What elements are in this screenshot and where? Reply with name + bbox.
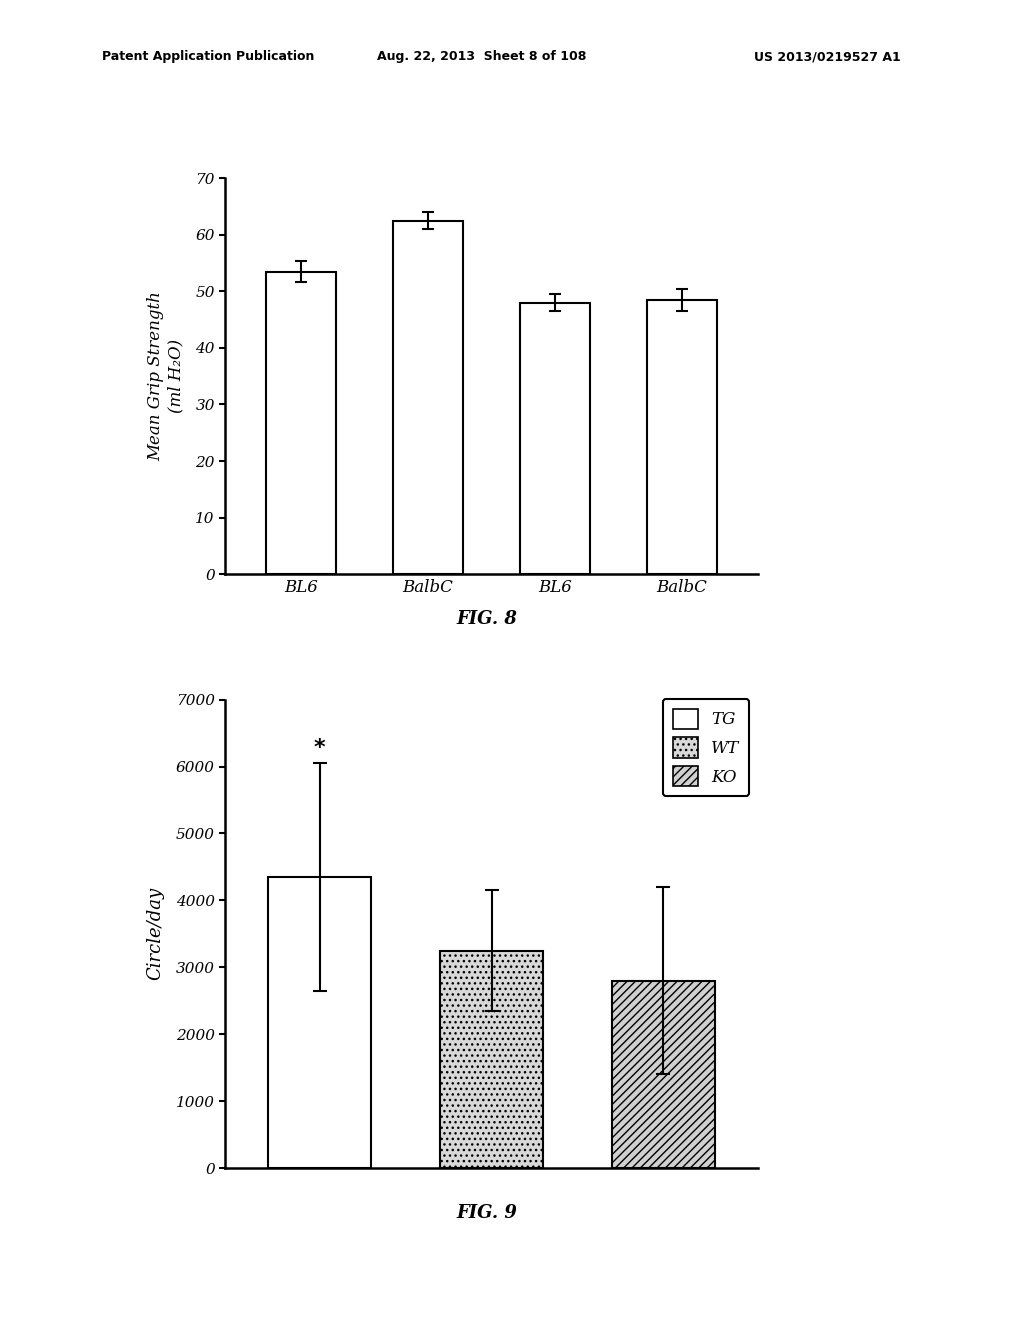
Text: FIG. 8: FIG. 8 xyxy=(456,610,517,628)
Bar xyxy=(611,981,715,1168)
Bar xyxy=(647,300,717,574)
Y-axis label: Circle/day: Circle/day xyxy=(146,887,165,981)
Legend: TG, WT, KO: TG, WT, KO xyxy=(663,698,750,796)
Y-axis label: Mean Grip Strength
(ml H₂O): Mean Grip Strength (ml H₂O) xyxy=(147,292,184,461)
Text: Patent Application Publication: Patent Application Publication xyxy=(102,50,314,63)
Text: *: * xyxy=(314,738,326,758)
Text: FIG. 9: FIG. 9 xyxy=(456,1204,517,1222)
Bar xyxy=(440,950,543,1168)
Bar xyxy=(266,272,336,574)
Bar xyxy=(520,302,590,574)
Bar xyxy=(268,876,372,1168)
Text: Aug. 22, 2013  Sheet 8 of 108: Aug. 22, 2013 Sheet 8 of 108 xyxy=(377,50,586,63)
Text: US 2013/0219527 A1: US 2013/0219527 A1 xyxy=(755,50,901,63)
Bar xyxy=(393,220,463,574)
